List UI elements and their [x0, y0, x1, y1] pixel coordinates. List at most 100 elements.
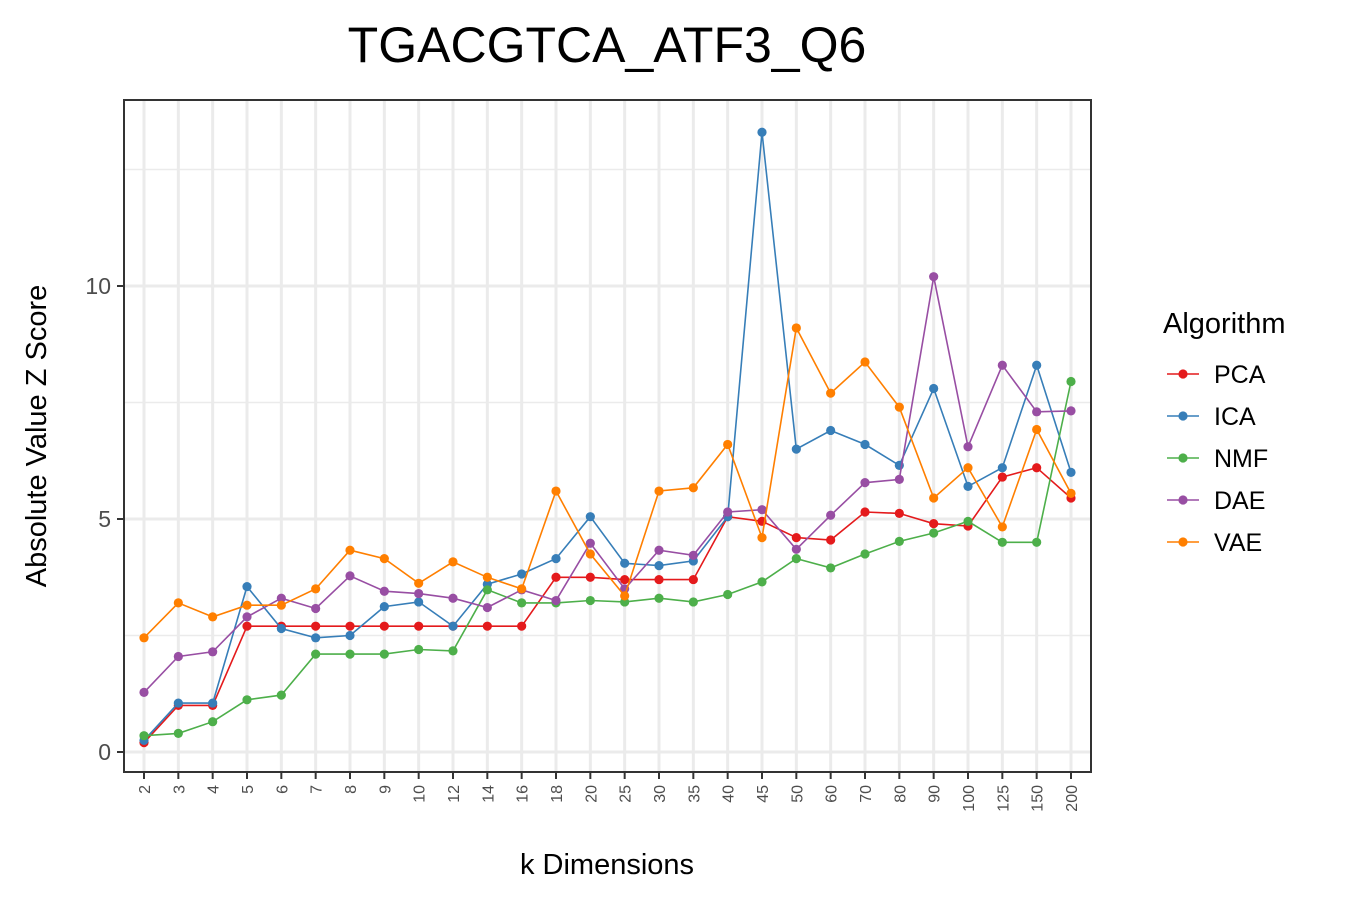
data-point-ica — [791, 444, 801, 454]
data-point-nmf — [963, 516, 973, 526]
x-tick-label: 9 — [377, 785, 394, 794]
data-point-vae — [723, 439, 733, 450]
data-point-ica — [929, 383, 939, 394]
data-point-nmf — [929, 528, 939, 538]
x-tick-label: 60 — [824, 785, 841, 803]
data-point-vae — [963, 463, 973, 473]
series-nmf — [139, 376, 1076, 741]
data-point-nmf — [345, 649, 355, 659]
data-point-dae — [311, 603, 321, 614]
data-point-pca — [517, 621, 527, 631]
y-axis-title: Absolute Value Z Score — [21, 285, 53, 588]
data-point-pca — [482, 621, 492, 631]
legend-key-point — [1178, 411, 1188, 421]
data-point-ica — [757, 127, 767, 137]
data-point-vae — [688, 483, 698, 493]
data-point-vae — [482, 572, 492, 582]
data-point-ica — [826, 425, 836, 436]
x-tick-label: 10 — [412, 785, 429, 803]
x-tick-label: 80 — [892, 785, 909, 803]
data-point-dae — [173, 651, 183, 662]
y-tick-label: 10 — [85, 273, 111, 299]
x-tick-label: 90 — [927, 785, 944, 803]
data-point-nmf — [585, 595, 595, 606]
x-tick-label: 14 — [480, 785, 497, 803]
data-point-dae — [997, 360, 1007, 370]
data-point-dae — [1032, 407, 1042, 417]
data-point-dae — [688, 550, 698, 560]
x-tick-label: 150 — [1030, 785, 1047, 812]
data-point-nmf — [826, 563, 836, 573]
data-point-dae — [345, 571, 355, 581]
series-vae — [139, 323, 1076, 643]
data-point-ica — [173, 698, 183, 708]
x-tick-label: 5 — [240, 785, 257, 794]
x-tick-label: 125 — [995, 785, 1012, 812]
data-point-vae — [1032, 424, 1042, 435]
data-point-dae — [379, 586, 389, 596]
data-point-ica — [860, 439, 870, 450]
data-point-vae — [757, 533, 767, 543]
data-point-dae — [894, 474, 904, 484]
x-tick-label: 16 — [515, 785, 532, 803]
data-point-vae — [620, 591, 630, 601]
plot-panel-border — [123, 99, 1092, 773]
data-point-ica — [1066, 467, 1076, 477]
legend-key-point — [1178, 537, 1188, 547]
data-point-pca — [654, 574, 664, 585]
legend-label: DAE — [1214, 487, 1265, 515]
x-tick-label: 70 — [858, 785, 875, 803]
series-lines — [139, 127, 1076, 748]
series-line-dae — [143, 276, 1072, 693]
data-point-vae — [517, 584, 527, 594]
x-tick-label: 100 — [961, 785, 978, 812]
data-point-pca — [345, 621, 355, 631]
data-point-dae — [929, 272, 939, 282]
data-point-vae — [276, 600, 286, 610]
data-point-vae — [173, 598, 183, 608]
data-point-ica — [585, 512, 595, 522]
data-point-vae — [414, 578, 424, 588]
legend-label: PCA — [1214, 361, 1266, 389]
data-point-nmf — [208, 717, 218, 727]
series-line-pca — [143, 466, 1072, 744]
data-point-pca — [585, 572, 595, 582]
legend: Algorithm PCA ICA NMF DAE VAE — [1163, 308, 1286, 557]
data-point-ica — [1032, 360, 1042, 370]
data-point-ica — [620, 558, 630, 568]
data-point-nmf — [1066, 376, 1076, 387]
x-tick-label: 50 — [789, 785, 806, 803]
data-point-nmf — [242, 695, 252, 705]
data-point-nmf — [688, 597, 698, 607]
data-point-ica — [997, 463, 1007, 473]
data-point-pca — [379, 621, 389, 631]
legend-item-vae: VAE — [1167, 529, 1262, 557]
data-point-dae — [276, 593, 286, 603]
data-point-nmf — [482, 585, 492, 595]
legend-label: VAE — [1214, 529, 1262, 557]
legend-label: ICA — [1214, 403, 1256, 431]
data-point-pca — [997, 472, 1007, 482]
x-tick-label: 6 — [274, 785, 291, 794]
data-point-pca — [1032, 463, 1042, 473]
data-point-ica — [517, 569, 527, 579]
data-point-vae — [826, 388, 836, 398]
data-point-pca — [860, 507, 870, 517]
data-point-dae — [860, 478, 870, 488]
x-tick-label: 45 — [755, 785, 772, 803]
x-tick-label: 25 — [618, 785, 635, 803]
data-point-vae — [448, 557, 458, 567]
data-point-pca — [414, 621, 424, 631]
data-point-dae — [448, 593, 458, 603]
data-point-vae — [894, 402, 904, 412]
data-point-pca — [242, 621, 252, 631]
legend-label: NMF — [1214, 445, 1268, 473]
legend-key-point — [1178, 369, 1188, 379]
series-line-nmf — [143, 381, 1072, 737]
data-point-dae — [414, 588, 424, 599]
data-point-vae — [1066, 488, 1076, 498]
x-tick-label: 7 — [309, 785, 326, 794]
data-point-ica — [448, 621, 458, 631]
